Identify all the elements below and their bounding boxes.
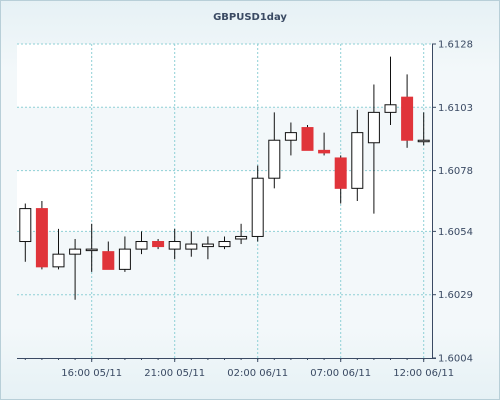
candle-body-up — [251, 177, 264, 237]
y-tick-label: 1.6103 — [438, 103, 473, 114]
chart-bands — [17, 44, 432, 232]
x-tick-label: 21:00 05/11 — [144, 368, 205, 379]
candle-body-up — [69, 248, 82, 255]
y-tick-label: 1.6004 — [438, 354, 473, 365]
candle-body-up — [19, 208, 32, 243]
chart-band — [17, 170, 432, 232]
candle-body-up — [185, 243, 198, 250]
candle-body-up — [417, 139, 430, 143]
candle-body-up — [218, 241, 231, 248]
candle-body-up — [168, 241, 181, 250]
x-tick-label: 12:00 06/11 — [393, 368, 454, 379]
candle-body-up — [135, 241, 148, 250]
candle-body-down — [401, 96, 414, 141]
chart-band — [17, 44, 432, 108]
y-tick-label: 1.6128 — [438, 40, 473, 51]
x-tick-label: 02:00 06/11 — [227, 368, 288, 379]
candle-body-up — [284, 132, 297, 141]
candle-body-up — [384, 104, 397, 113]
x-tick-label: 07:00 06/11 — [310, 368, 371, 379]
candles — [19, 56, 430, 300]
candle-body-down — [334, 157, 347, 189]
y-tick-label: 1.6078 — [438, 166, 473, 177]
candle-body-up — [118, 248, 131, 270]
chart-title: GBPUSD1day — [213, 12, 287, 23]
candle-body-down — [152, 241, 165, 248]
candle-body-down — [301, 127, 314, 151]
x-tick-label: 16:00 05/11 — [61, 368, 122, 379]
candle-body-up — [201, 243, 214, 248]
candle-body-up — [367, 111, 380, 144]
candle-body-up — [268, 139, 281, 179]
y-tick-label: 1.6029 — [438, 290, 473, 301]
candle-body-up — [52, 253, 65, 268]
candle-body-down — [35, 208, 48, 268]
candle-body-down — [318, 149, 331, 154]
candle-body-up — [85, 248, 98, 252]
candle-body-up — [235, 235, 248, 240]
y-tick-label: 1.6054 — [438, 227, 473, 238]
candle-body-down — [102, 251, 115, 270]
candle-body-up — [351, 132, 364, 189]
chart-axes: 1.6004 1.6029 1.6054 1.6078 1.6103 1.6128 16:0… — [17, 40, 473, 379]
